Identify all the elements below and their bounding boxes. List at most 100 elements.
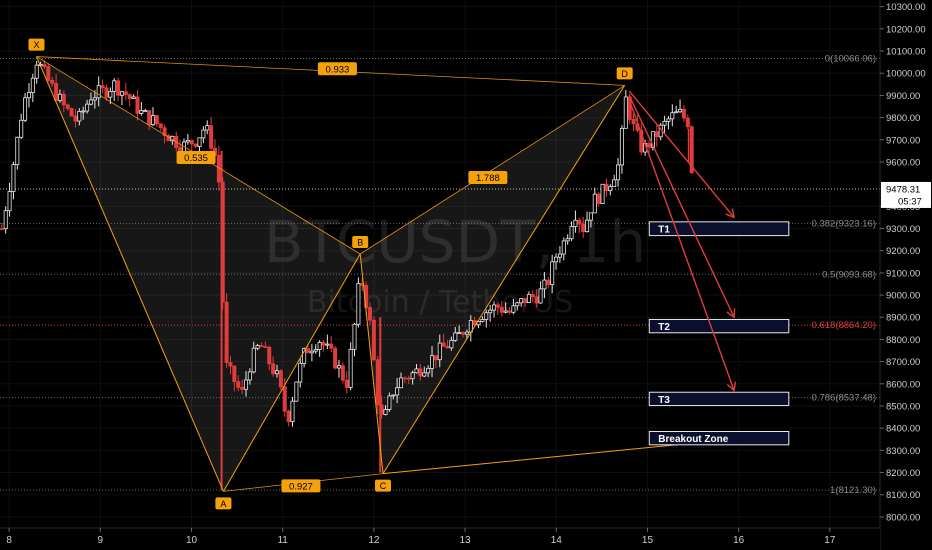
time-tick-label: 12 (368, 535, 380, 546)
candle-body (678, 108, 683, 113)
candle-body (674, 111, 679, 114)
candle-body (495, 304, 500, 308)
price-tick-label: 9800.00 (886, 113, 920, 124)
candle-body (197, 137, 202, 147)
candle-body (573, 219, 578, 227)
candle-body (387, 395, 392, 410)
candle-body (193, 143, 198, 147)
pattern-point-label: C (380, 481, 387, 491)
candle-body (150, 115, 155, 126)
price-tick-label: 9900.00 (886, 91, 920, 102)
ratio-value: 0.933 (326, 64, 350, 75)
time-tick-label: 9 (98, 535, 104, 546)
candle-body (209, 125, 214, 149)
price-tick-label: 8300.00 (886, 446, 920, 457)
target-box-rect (648, 221, 790, 237)
candle-body (278, 370, 283, 388)
candle-body (119, 91, 124, 96)
candle-body (96, 85, 101, 99)
candle-body (309, 350, 314, 354)
candle-body (127, 94, 132, 99)
candle-body (604, 183, 609, 191)
candle-body (631, 119, 636, 125)
candle-body (616, 164, 621, 181)
price-axis[interactable]: 10300.00 10200.00 10100.00 10000.00 9900.00 9… (879, 0, 932, 550)
candle-body (371, 319, 376, 361)
candle-body (139, 110, 144, 114)
candle-body (85, 103, 90, 112)
candle-body (441, 342, 446, 347)
projection-arrows (628, 90, 737, 392)
candle-body (271, 363, 276, 375)
price-tick-label: 9700.00 (886, 135, 920, 146)
price-tick-label: 8000.00 (886, 512, 920, 523)
candle-body (282, 386, 287, 412)
candle-body (143, 110, 148, 112)
candle-body (147, 110, 152, 126)
candle-body (685, 117, 690, 128)
fib-level-label: 1(8121.30) (830, 485, 876, 496)
ratio-value: 0.927 (289, 481, 313, 492)
candle-body (189, 139, 194, 145)
projection-arrow-head-3 (726, 381, 737, 392)
candle-body (321, 342, 326, 346)
price-axis-background (880, 0, 932, 550)
pattern-triangle-bcd (360, 85, 625, 474)
candle-body (42, 64, 47, 67)
candle-body (294, 381, 299, 402)
candle-body (112, 80, 117, 92)
candle-body (236, 381, 241, 388)
pattern-leg-ab (222, 253, 361, 492)
target-box-label: T3 (658, 395, 670, 406)
candle-body (263, 346, 268, 348)
candle-body (530, 294, 535, 298)
candle-body (414, 368, 419, 374)
candle-body (670, 112, 675, 120)
candle-body (666, 118, 671, 122)
candle-body (662, 120, 667, 126)
candle-body (585, 219, 590, 233)
candle-body (410, 372, 415, 380)
candle-body (333, 347, 338, 369)
ratio-badge (317, 62, 357, 76)
time-tick-label: 11 (277, 535, 288, 546)
candle-body (69, 108, 74, 117)
candle-body (523, 298, 528, 304)
pattern-point-badge (616, 67, 633, 80)
candle-body (569, 226, 574, 240)
pattern-leg-xa (36, 56, 224, 492)
candle-body (259, 345, 264, 347)
pattern-labels: X A B C D 0.933 0.535 1.788 0.927 (28, 38, 633, 510)
candle-body (162, 127, 167, 136)
time-axis[interactable]: 8 9 10 11 12 13 14 15 16 17 (0, 527, 880, 550)
price-tick-label: 8400.00 (886, 424, 920, 435)
candle-body (515, 302, 520, 307)
target-box-t1: T1 (648, 221, 790, 237)
candle-body (464, 331, 469, 335)
candle-body (550, 261, 555, 285)
price-tick-label: 10200.00 (886, 24, 926, 35)
candle-body (352, 323, 357, 350)
pattern-leg-bc (359, 253, 384, 474)
candle-body (3, 210, 8, 230)
candle-body (88, 99, 93, 105)
target-box-rect (648, 391, 790, 407)
time-tick-label: 8 (6, 535, 12, 546)
candle-body (54, 82, 59, 101)
target-box-label: T2 (658, 322, 670, 333)
price-tick-label: 8800.00 (886, 335, 920, 346)
candle-body (46, 66, 51, 81)
target-box-t2: T2 (648, 318, 790, 334)
target-box-breakout-zone: Breakout Zone (648, 430, 790, 446)
watermark-symbol: BTCUSDT, 1h (264, 208, 646, 276)
time-tick-label: 13 (460, 535, 472, 546)
candle-body (247, 371, 252, 381)
fib-level-label: 0.786(8537.48) (812, 393, 876, 404)
candle-body (50, 79, 55, 84)
candle-body (542, 279, 547, 290)
price-tick-label: 9000.00 (886, 291, 920, 302)
price-tick-label: 9200.00 (886, 246, 920, 257)
